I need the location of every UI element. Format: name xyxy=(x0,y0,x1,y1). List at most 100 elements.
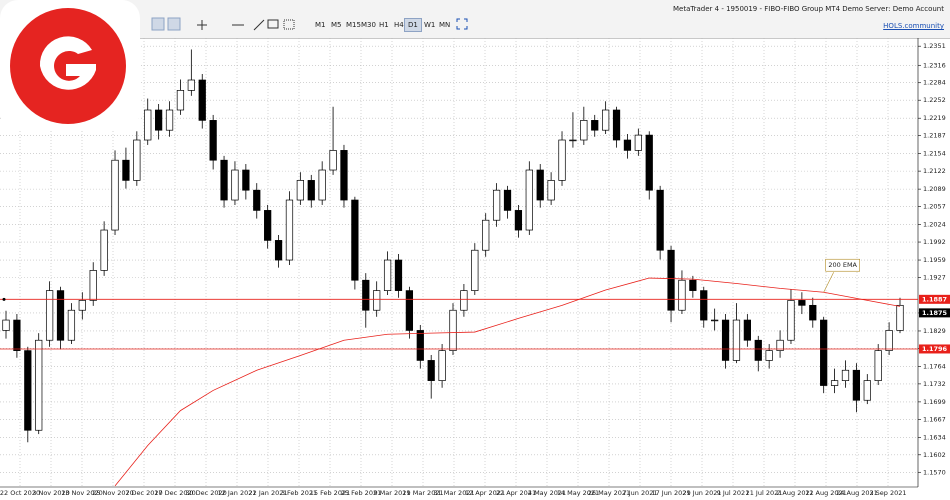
y-tick-label: 1.1699 xyxy=(923,398,946,406)
crosshair-icon[interactable] xyxy=(197,20,207,30)
x-tick-label: 12 Aug 2021 xyxy=(805,489,847,497)
candle-body xyxy=(863,380,871,401)
candle-body xyxy=(656,189,664,251)
x-tick-label: 15 Feb 2021 xyxy=(310,489,350,497)
timeframe-button[interactable]: H1 xyxy=(379,21,389,29)
window-title: MetaTrader 4 - 1950019 - FIBO-FIBO Group… xyxy=(673,5,944,13)
candle-body xyxy=(438,350,446,381)
candle-body xyxy=(558,139,566,181)
candle-body xyxy=(307,180,315,201)
x-tick-label: 26 May 2021 xyxy=(588,489,630,497)
y-tick-label: 1.2351 xyxy=(923,42,946,50)
current-price-tag xyxy=(919,308,950,318)
y-tick-label: 1.2154 xyxy=(923,150,946,158)
candle-body xyxy=(78,300,86,311)
timeframe-button[interactable]: D1 xyxy=(404,18,422,32)
candle-body xyxy=(242,169,250,191)
timeframe-button[interactable]: M5 xyxy=(331,21,342,29)
fullscreen-icon[interactable] xyxy=(456,18,468,30)
candle-body xyxy=(503,189,512,211)
x-tick-label: 7 Jun 2021 xyxy=(623,489,658,497)
candle-body xyxy=(514,210,523,231)
candle-body xyxy=(209,120,217,161)
x-tick-label: 3 Feb 2021 xyxy=(281,489,317,497)
candle-body xyxy=(732,319,741,361)
y-tick-label: 1.1732 xyxy=(923,380,946,388)
price-tag xyxy=(919,294,950,304)
candle-body xyxy=(569,139,577,142)
candle-body xyxy=(122,159,130,181)
price-tag-label: 1.1887 xyxy=(922,295,947,303)
candle-body xyxy=(89,270,97,301)
candle-body xyxy=(449,309,457,351)
text-icon[interactable] xyxy=(267,19,279,29)
x-tick-label: 3 Nov 2020 xyxy=(32,489,70,497)
x-tick-label: 4 May 2021 xyxy=(528,489,566,497)
y-tick-label: 1.2122 xyxy=(923,167,946,175)
candle-body xyxy=(623,139,632,151)
tool-icon[interactable] xyxy=(167,17,181,31)
candle-body xyxy=(165,109,174,131)
timeframe-button[interactable]: H4 xyxy=(394,21,404,29)
candle-body xyxy=(885,330,893,351)
price-tag-label: 1.1796 xyxy=(922,345,948,353)
y-tick-label: 1.2219 xyxy=(923,114,946,122)
candle-body xyxy=(460,290,468,311)
candle-body xyxy=(896,304,904,331)
candle-body xyxy=(2,319,10,331)
candle-body xyxy=(187,79,195,91)
candle-body xyxy=(841,369,850,381)
candle-body xyxy=(798,300,806,306)
candle-body xyxy=(809,304,817,321)
y-tick-label: 1.2089 xyxy=(923,185,946,193)
y-tick-label: 1.2284 xyxy=(923,79,946,87)
tool-icon[interactable] xyxy=(151,17,165,31)
candle-body xyxy=(111,159,119,231)
community-link[interactable]: HOLS.community xyxy=(883,22,944,30)
candle-body xyxy=(721,319,730,361)
candle-body xyxy=(329,150,337,171)
x-tick-label: 19 Mar 2021 xyxy=(402,489,443,497)
candle-body xyxy=(133,139,141,181)
candle-body xyxy=(340,150,348,201)
candle-body xyxy=(492,189,501,221)
x-tick-label: 22 Oct 2020 xyxy=(0,489,40,497)
candle-body xyxy=(67,309,76,341)
line-icon[interactable] xyxy=(232,19,265,31)
x-tick-label: 12 Apr 2021 xyxy=(465,489,505,497)
timeframe-button[interactable]: M30 xyxy=(361,21,376,29)
y-tick-label: 1.1927 xyxy=(923,274,946,282)
x-tick-label: 31 Mar 2021 xyxy=(433,489,474,497)
candle-body xyxy=(318,169,326,201)
ema-line xyxy=(114,277,901,487)
candle-body xyxy=(667,249,675,311)
candle-body xyxy=(45,290,54,341)
x-tick-label: 24 Aug 2021 xyxy=(836,489,878,497)
x-tick-label: 3 Sep 2021 xyxy=(869,489,906,497)
candle-body xyxy=(427,360,435,381)
candle-body xyxy=(591,120,599,131)
x-tick-label: 17 Dec 2020 xyxy=(154,489,196,497)
candle-body xyxy=(754,339,762,361)
y-tick-label: 1.1570 xyxy=(923,468,946,476)
timeframe-button[interactable]: M15 xyxy=(346,21,361,29)
timeframe-button[interactable]: M1 xyxy=(315,21,326,29)
fibo-icon[interactable] xyxy=(283,19,295,30)
x-tick-label: 9 Mar 2021 xyxy=(373,489,410,497)
candle-body xyxy=(852,369,861,401)
x-tick-label: 25 Nov 2020 xyxy=(92,489,134,497)
candle-body xyxy=(383,259,392,291)
x-tick-label: 30 Dec 2020 xyxy=(185,489,227,497)
candle-body xyxy=(743,319,751,341)
timeframe-button[interactable]: W1 xyxy=(424,21,436,29)
candle-body xyxy=(296,180,304,201)
timeframe-button[interactable]: MN xyxy=(439,21,451,29)
candle-body xyxy=(362,279,370,311)
tool-icons xyxy=(151,17,295,31)
line-marker xyxy=(2,297,6,301)
price-tag xyxy=(919,344,950,354)
candle-body xyxy=(525,169,533,231)
x-tick-label: 21 Jul 2021 xyxy=(746,489,783,497)
candle-body xyxy=(874,350,882,381)
y-tick-label: 1.1829 xyxy=(923,327,946,335)
